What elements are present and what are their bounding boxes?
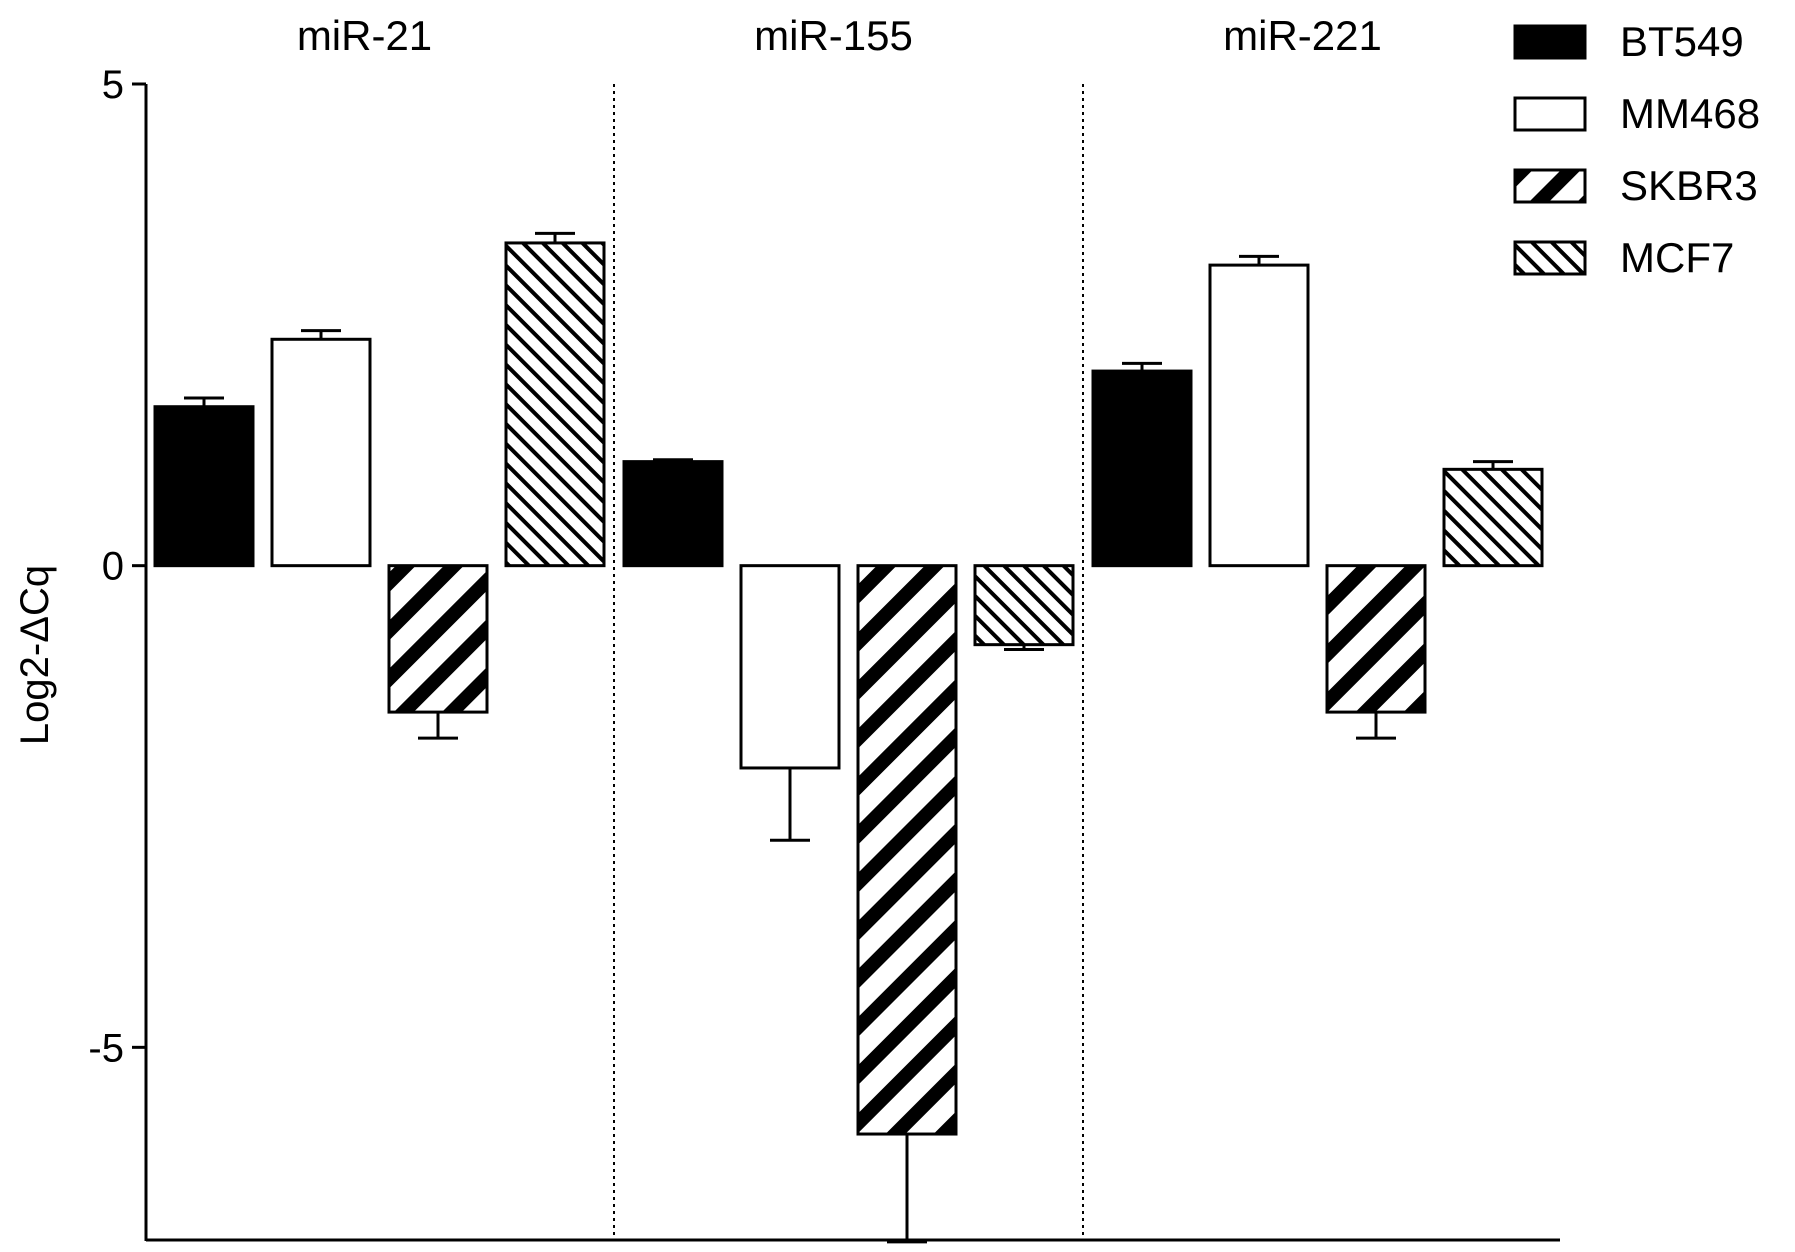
y-tick-label: 0 — [102, 545, 124, 589]
y-tick-label: 5 — [102, 63, 124, 107]
bar-bt549-mir-155 — [622, 460, 724, 568]
bar-mcf7-mir-221 — [1442, 467, 1544, 568]
legend-swatch-skbr3 — [1513, 168, 1587, 204]
legend-swatch-mcf7 — [1513, 240, 1587, 276]
bar-mm468-mir-21 — [270, 337, 372, 568]
legend-swatch-bt549 — [1513, 24, 1587, 60]
group-label: miR-21 — [297, 12, 432, 59]
bar-mm468-mir-221 — [1208, 263, 1310, 568]
group-label: miR-221 — [1223, 12, 1382, 59]
axes: 5 0 -5 — [88, 63, 1560, 1242]
group-separators — [613, 84, 1084, 1240]
legend-label-mcf7: MCF7 — [1620, 234, 1734, 281]
legend-label-mm468: MM468 — [1620, 90, 1760, 137]
bar-bt549-mir-221 — [1091, 369, 1193, 568]
bar-mcf7-mir-21 — [504, 241, 606, 568]
legend-label-skbr3: SKBR3 — [1620, 162, 1758, 209]
bar-mm468-mir-155 — [739, 564, 841, 770]
bar-mcf7-mir-155 — [973, 564, 1075, 647]
legend-swatch-mm468 — [1513, 96, 1587, 132]
bar-skbr3-mir-221 — [1325, 564, 1427, 714]
y-tick-label: -5 — [88, 1026, 124, 1070]
bar-skbr3-mir-155 — [856, 564, 958, 1136]
bar-skbr3-mir-21 — [387, 564, 489, 714]
legend-label-bt549: BT549 — [1620, 18, 1744, 65]
legend: BT549 MM468 SKBR3 MCF7 — [1513, 18, 1760, 281]
bar-bt549-mir-21 — [153, 405, 255, 568]
group-label: miR-155 — [754, 12, 913, 59]
y-axis-title: Log2-ΔCq — [13, 565, 57, 745]
bars — [153, 231, 1544, 1244]
group-labels: miR-21 miR-155 miR-221 — [297, 12, 1382, 59]
